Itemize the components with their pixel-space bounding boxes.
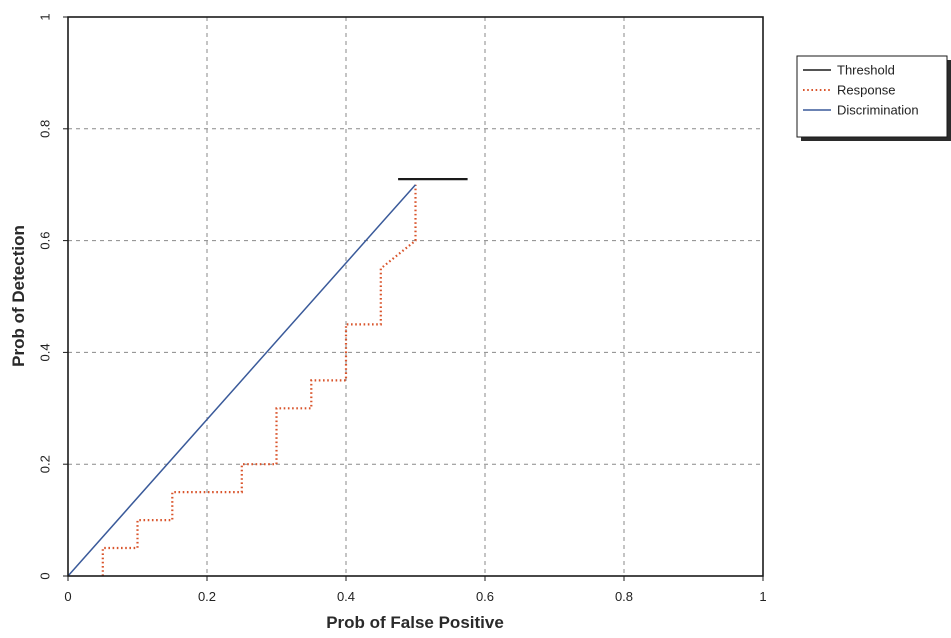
plot-area bbox=[68, 17, 763, 576]
plot-frame bbox=[67, 16, 764, 577]
x-tick-label: 0 bbox=[64, 589, 71, 604]
series-response-line bbox=[101, 184, 417, 576]
grid bbox=[68, 17, 763, 576]
y-axis-label: Prob of Detection bbox=[9, 225, 28, 367]
legend-label-discrimination: Discrimination bbox=[837, 103, 919, 118]
legend-label-response: Response bbox=[837, 83, 896, 98]
series-discrimination-line bbox=[67, 184, 417, 577]
x-ticks: 0 0.2 0.4 0.6 0.8 1 bbox=[64, 576, 767, 604]
legend: Threshold Response Discrimination bbox=[796, 55, 951, 141]
series-layer bbox=[67, 178, 468, 577]
y-tick-label: 0.8 bbox=[37, 120, 52, 138]
y-ticks: 0 0.2 0.4 0.6 0.8 1 bbox=[37, 13, 68, 580]
y-tick-label: 0.4 bbox=[37, 343, 52, 361]
y-tick-label: 0 bbox=[37, 572, 52, 579]
x-axis-label: Prob of False Positive bbox=[326, 613, 504, 632]
x-tick-label: 0.2 bbox=[198, 589, 216, 604]
legend-label-threshold: Threshold bbox=[837, 63, 895, 78]
y-tick-label: 0.6 bbox=[37, 232, 52, 250]
x-tick-label: 0.8 bbox=[615, 589, 633, 604]
y-tick-label: 1 bbox=[37, 13, 52, 20]
y-tick-label: 0.2 bbox=[37, 455, 52, 473]
x-tick-label: 0.4 bbox=[337, 589, 355, 604]
x-tick-label: 0.6 bbox=[476, 589, 494, 604]
x-tick-label: 1 bbox=[759, 589, 766, 604]
